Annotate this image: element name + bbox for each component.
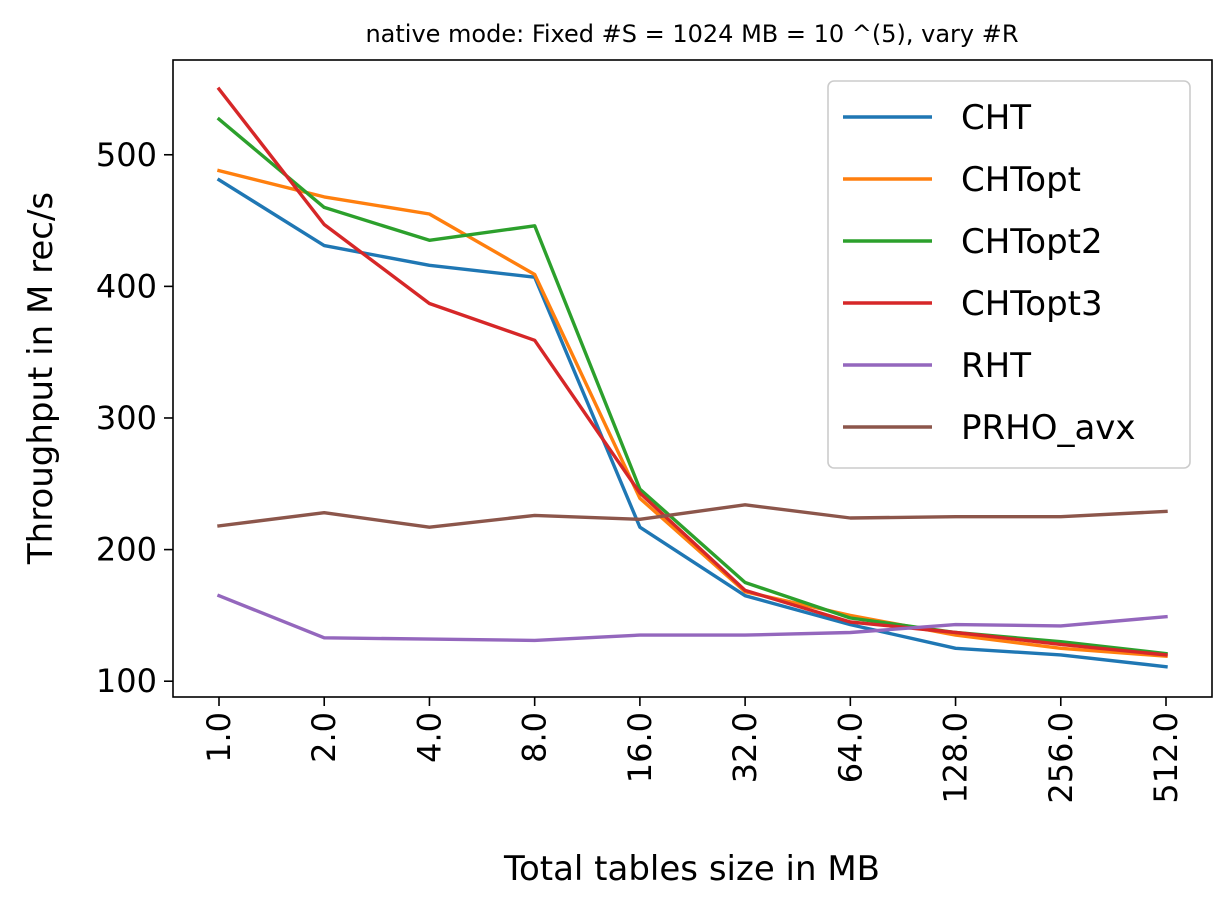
x-axis-label: Total tables size in MB [503,849,880,889]
series-line-chtopt3 [216,86,1168,657]
series-line-rht [216,593,1168,643]
y-tick-label: 400 [96,267,157,305]
x-tick-label: 32.0 [726,712,764,783]
y-tick-label: 100 [96,662,157,700]
series-line-cht [216,177,1168,669]
legend: CHT CHTopt CHTopt2 CHTopt3 RHT PRHO_avx [827,80,1191,469]
series-line-prho-avx [217,503,1168,529]
legend-label-prho-avx: PRHO_avx [961,408,1136,448]
y-tick-label: 200 [96,531,157,569]
y-tick-label: 500 [96,136,157,174]
legend-label-cht: CHT [961,98,1031,138]
y-axis-label: Throughput in M rec/s [21,192,61,565]
x-tick-label: 128.0 [937,712,975,804]
x-tick-label: 4.0 [410,712,448,763]
x-tick-label: 1.0 [200,712,238,763]
plot-frame [172,59,1213,698]
legend-label-chtopt: CHTopt [961,160,1081,200]
x-axis: 1.0 2.0 4.0 8.0 16.0 32.0 64.0 128.0 256.0 512.0 [200,697,1185,804]
chart-title: native mode: Fixed #S = 1024 MB = 10 ^(5… [365,20,1018,48]
x-tick-label: 8.0 [516,712,554,763]
x-tick-label: 16.0 [621,712,659,783]
legend-label-chtopt2: CHTopt2 [961,222,1103,262]
x-tick-label: 64.0 [831,712,869,783]
legend-label-rht: RHT [961,346,1031,386]
legend-items: CHT CHTopt CHTopt2 CHTopt3 RHT PRHO_avx [843,98,1136,448]
x-tick-label: 2.0 [305,712,343,763]
series-line-chtopt [216,168,1168,659]
legend-label-chtopt3: CHTopt3 [961,284,1103,324]
x-tick-label: 256.0 [1042,712,1080,804]
y-tick-label: 300 [96,399,157,437]
y-axis: 100 200 300 400 500 [96,136,173,700]
series-layer [216,86,1168,669]
x-tick-label: 512.0 [1147,712,1185,804]
